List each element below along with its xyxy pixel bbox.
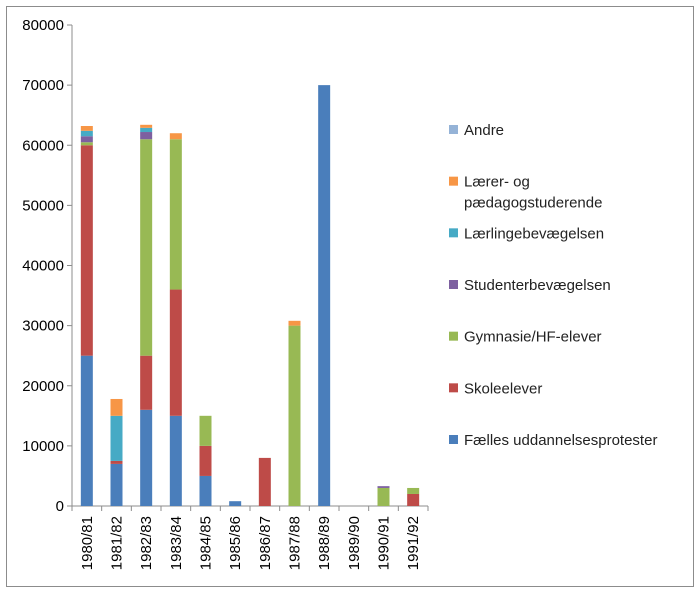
- bar-segment-laerlingebevaegelsen: [110, 415, 123, 461]
- x-tick-label: 1985/86: [227, 516, 244, 570]
- bar-segment-laerer-og-paedagogstuderende: [110, 398, 123, 416]
- y-tick-label: 70000: [22, 77, 64, 94]
- x-tick-label: 1984/85: [198, 516, 215, 570]
- bar-segment-skoleelever: [199, 445, 212, 476]
- bar-segment-laerlingebevaegelsen: [140, 127, 153, 133]
- bar-segment-skoleelever: [110, 460, 123, 464]
- x-tick-label: 1988/89: [316, 516, 333, 570]
- legend-swatch-laerer-og-paedagogstuderende: [449, 176, 458, 186]
- legend-label-andre: Andre: [464, 122, 504, 139]
- legend-swatch-skoleelever: [449, 383, 458, 393]
- y-tick-label: 10000: [22, 438, 64, 455]
- y-tick-label: 30000: [22, 318, 64, 335]
- x-tick-label: 1991/92: [405, 516, 422, 570]
- bar-segment-skoleelever: [80, 145, 93, 356]
- legend-swatch-gymnasie-hf-elever: [449, 331, 458, 341]
- bar-segment-laerlingebevaegelsen: [80, 130, 93, 137]
- bar-segment-laerer-og-paedagogstuderende: [169, 133, 182, 140]
- legend-swatch-laerlingebevaegelsen: [449, 228, 458, 238]
- bar-segment-gymnasie-hf-elever: [407, 487, 420, 494]
- y-tick-label: 0: [56, 498, 64, 515]
- bar-segment-faelles-uddannelsesprotester: [140, 409, 153, 506]
- bar-segment-faelles-uddannelsesprotester: [318, 85, 331, 506]
- legend-label-laerlingebevaegelsen: Lærlingebevægelsen: [464, 225, 604, 242]
- x-tick-label: 1990/91: [376, 516, 393, 570]
- x-tick-label: 1989/90: [346, 516, 363, 570]
- legend-swatch-andre: [449, 125, 458, 134]
- bar-segment-laerer-og-paedagogstuderende: [80, 126, 93, 131]
- bar-segment-studenterbevaegelsen: [80, 136, 93, 143]
- bar-segment-gymnasie-hf-elever: [140, 139, 153, 356]
- x-tick-label: 1981/82: [109, 516, 126, 570]
- bar-segment-skoleelever: [140, 355, 153, 410]
- y-tick-label: 80000: [22, 17, 64, 34]
- legend-label-laerer-og-paedagogstuderende: pædagogstuderende: [464, 195, 602, 212]
- legend-label-gymnasie-hf-elever: Gymnasie/HF-elever: [464, 329, 602, 346]
- bar-segment-laerer-og-paedagogstuderende: [140, 124, 153, 128]
- bar-segment-skoleelever: [169, 289, 182, 416]
- legend-label-skoleelever: Skoleelever: [464, 380, 542, 397]
- bar-segment-faelles-uddannelsesprotester: [229, 501, 242, 506]
- bar-segment-gymnasie-hf-elever: [80, 142, 93, 146]
- x-tick-label: 1982/83: [138, 516, 155, 570]
- bar-segment-gymnasie-hf-elever: [199, 415, 212, 446]
- y-tick-label: 50000: [22, 197, 64, 214]
- x-tick-label: 1987/88: [287, 516, 304, 570]
- bar-segment-faelles-uddannelsesprotester: [110, 463, 123, 506]
- y-tick-label: 60000: [22, 137, 64, 154]
- x-tick-label: 1980/81: [79, 516, 96, 570]
- x-tick-label: 1983/84: [168, 516, 185, 570]
- bar-segment-faelles-uddannelsesprotester: [199, 475, 212, 506]
- legend-swatch-faelles-uddannelsesprotester: [449, 435, 458, 444]
- bar-segment-studenterbevaegelsen: [377, 486, 390, 488]
- y-tick-label: 20000: [22, 378, 64, 395]
- bar-segment-gymnasie-hf-elever: [169, 139, 182, 290]
- legend-label-laerer-og-paedagogstuderende: Lærer- og: [464, 174, 530, 191]
- bar-segment-gymnasie-hf-elever: [377, 487, 390, 506]
- bar-segment-faelles-uddannelsesprotester: [169, 415, 182, 506]
- legend-label-studenterbevaegelsen: Studenterbevægelsen: [464, 277, 611, 294]
- y-tick-label: 40000: [22, 258, 64, 275]
- bar-segment-skoleelever: [258, 457, 271, 506]
- bar-segment-skoleelever: [407, 493, 420, 506]
- bar-segment-laerer-og-paedagogstuderende: [288, 320, 301, 326]
- bar-segment-faelles-uddannelsesprotester: [80, 355, 93, 506]
- legend-label-faelles-uddannelsesprotester: Fælles uddannelsesprotester: [464, 432, 657, 449]
- bar-segment-studenterbevaegelsen: [140, 132, 153, 140]
- x-tick-label: 1986/87: [257, 516, 274, 570]
- bar-segment-gymnasie-hf-elever: [288, 325, 301, 506]
- legend-swatch-studenterbevaegelsen: [449, 280, 458, 289]
